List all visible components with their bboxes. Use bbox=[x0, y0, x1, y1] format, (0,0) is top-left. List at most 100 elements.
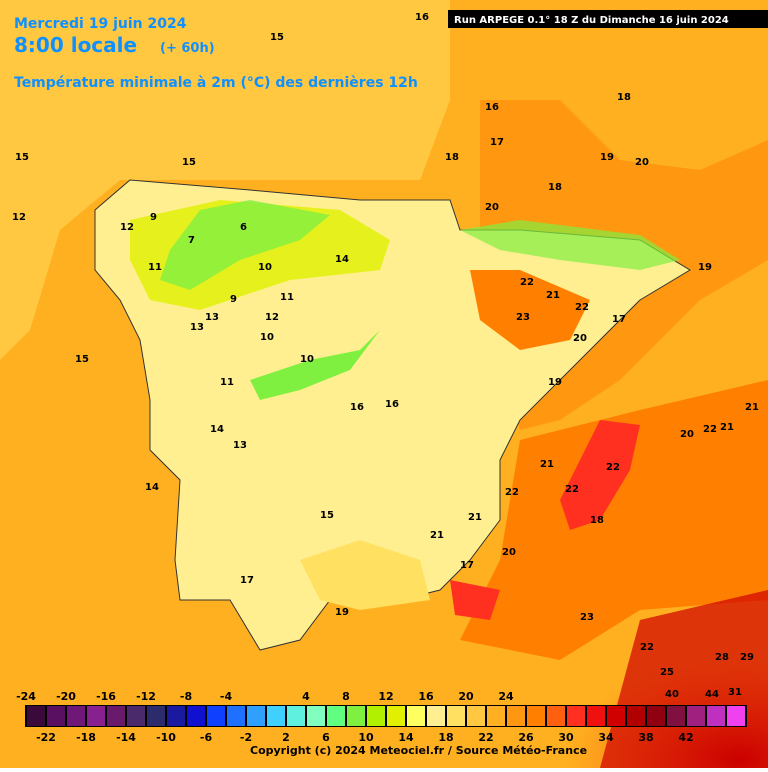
color-swatch bbox=[407, 706, 425, 726]
color-swatch bbox=[587, 706, 605, 726]
temperature-label: 10 bbox=[260, 332, 274, 343]
color-swatch bbox=[347, 706, 365, 726]
temperature-label: 16 bbox=[415, 12, 429, 23]
colorbar-label: -8 bbox=[180, 690, 192, 703]
colorbar-frame bbox=[25, 705, 747, 727]
temperature-label: 12 bbox=[12, 212, 26, 223]
color-swatch bbox=[247, 706, 265, 726]
color-swatch bbox=[67, 706, 85, 726]
temperature-label: 28 bbox=[715, 652, 729, 663]
temperature-label: 23 bbox=[580, 612, 594, 623]
temperature-label: 17 bbox=[460, 560, 474, 571]
colorbar: -24 -20 -16 -12 -8 -4 4 8 12 16 20 24-22 -18 -14 -10 -6… bbox=[16, 690, 747, 744]
temperature-label: 18 bbox=[590, 515, 604, 526]
mediterranean-south bbox=[460, 380, 768, 660]
temperature-label: 11 bbox=[148, 262, 162, 273]
colorbar-label: 42 bbox=[678, 731, 693, 744]
temperature-label: 22 bbox=[606, 462, 620, 473]
temperature-label: 25 bbox=[660, 667, 674, 678]
color-swatch bbox=[307, 706, 325, 726]
temperature-label: 6 bbox=[240, 222, 247, 233]
warm-patch bbox=[560, 420, 640, 530]
temperature-label: 22 bbox=[565, 484, 579, 495]
temperature-label: 20 bbox=[680, 429, 694, 440]
colorbar-label: 24 bbox=[498, 690, 514, 703]
temperature-label: 22 bbox=[703, 424, 717, 435]
temperature-label: 11 bbox=[220, 377, 234, 388]
temperature-label: 19 bbox=[600, 152, 614, 163]
colorbar-label: 34 bbox=[598, 731, 614, 744]
color-swatch bbox=[467, 706, 485, 726]
color-swatch bbox=[47, 706, 65, 726]
temperature-label: 18 bbox=[548, 182, 562, 193]
temperature-label: 21 bbox=[430, 530, 444, 541]
color-swatch bbox=[227, 706, 245, 726]
temperature-label: 18 bbox=[617, 92, 631, 103]
temperature-label: 10 bbox=[300, 354, 314, 365]
color-swatch bbox=[627, 706, 645, 726]
color-swatch bbox=[87, 706, 105, 726]
color-swatch bbox=[667, 706, 685, 726]
colorbar-label: 22 bbox=[478, 731, 493, 744]
temperature-label: 19 bbox=[698, 262, 712, 273]
colorbar-label: -2 bbox=[240, 731, 252, 744]
temperature-label: 10 bbox=[258, 262, 272, 273]
temperature-label: 17 bbox=[612, 314, 626, 325]
cantabrian-cold bbox=[160, 200, 330, 290]
temperature-label: 16 bbox=[350, 402, 364, 413]
color-swatch bbox=[527, 706, 545, 726]
temperature-label: 21 bbox=[540, 459, 554, 470]
color-swatch bbox=[707, 706, 725, 726]
colorbar-label: 30 bbox=[558, 731, 574, 744]
colorbar-label: -24 bbox=[16, 690, 36, 703]
bay-area bbox=[0, 0, 450, 360]
color-swatch bbox=[507, 706, 525, 726]
colorbar-label: -14 bbox=[116, 731, 136, 744]
temperature-label: 23 bbox=[516, 312, 530, 323]
central-cold bbox=[250, 330, 380, 400]
temperature-label: 16 bbox=[385, 399, 399, 410]
color-swatch bbox=[387, 706, 405, 726]
colorbar-label: -4 bbox=[220, 690, 233, 703]
temperature-label: 40 bbox=[665, 689, 679, 700]
temperature-label: 13 bbox=[190, 322, 204, 333]
colorbar-label: 20 bbox=[458, 690, 474, 703]
ebro-warm bbox=[470, 270, 590, 350]
temperature-label: 21 bbox=[720, 422, 734, 433]
colorbar-label: 38 bbox=[638, 731, 653, 744]
colorbar-label: -6 bbox=[200, 731, 213, 744]
color-swatch bbox=[187, 706, 205, 726]
colorbar-label: -12 bbox=[136, 690, 156, 703]
temperature-label: 12 bbox=[120, 222, 134, 233]
color-swatch bbox=[127, 706, 145, 726]
temperature-label: 18 bbox=[445, 152, 459, 163]
colorbar-label: 26 bbox=[518, 731, 534, 744]
colorbar-label: 2 bbox=[282, 731, 290, 744]
time: 8:00 locale bbox=[14, 33, 137, 57]
color-swatch bbox=[327, 706, 345, 726]
temperature-label: 15 bbox=[15, 152, 29, 163]
temperature-label: 20 bbox=[573, 333, 587, 344]
temperature-label: 15 bbox=[270, 32, 284, 43]
color-swatch bbox=[487, 706, 505, 726]
colorbar-label: -10 bbox=[156, 731, 176, 744]
colorbar-label: 18 bbox=[438, 731, 453, 744]
colorbar-label: 8 bbox=[342, 690, 350, 703]
temperature-label: 29 bbox=[740, 652, 754, 663]
color-swatch bbox=[447, 706, 465, 726]
colorbar-label: 4 bbox=[302, 690, 310, 703]
temperature-label: 15 bbox=[75, 354, 89, 365]
run-info: Run ARPEGE 0.1° 18 Z du Dimanche 16 juin… bbox=[454, 15, 729, 26]
color-swatch bbox=[727, 706, 745, 726]
temperature-label: 20 bbox=[502, 547, 516, 558]
temperature-label: 22 bbox=[505, 487, 519, 498]
temperature-label: 22 bbox=[640, 642, 654, 653]
temperature-label: 11 bbox=[280, 292, 294, 303]
color-swatch bbox=[687, 706, 705, 726]
copyright: Copyright (c) 2024 Meteociel.fr / Source… bbox=[250, 744, 587, 757]
colorbar-label: -20 bbox=[56, 690, 76, 703]
colorbar-label: -16 bbox=[96, 690, 116, 703]
